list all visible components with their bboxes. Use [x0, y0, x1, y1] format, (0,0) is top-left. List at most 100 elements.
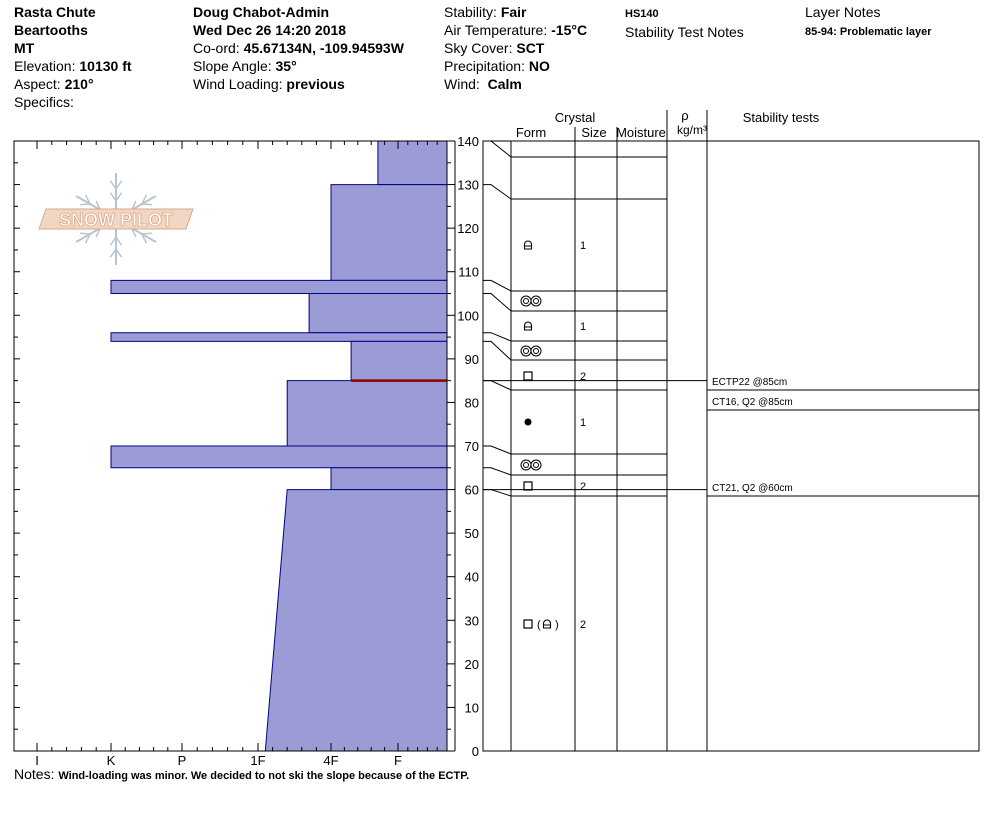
size-value: 1 [580, 417, 586, 429]
layer-connector [483, 293, 512, 312]
hardness-tick-label: 1F [250, 753, 265, 768]
hardness-bar [330, 184, 448, 281]
surface-hoar-icon [523, 462, 529, 468]
aspect-label: Aspect: [14, 76, 61, 92]
hardness-bar [110, 332, 448, 342]
slope-value: 35° [275, 58, 297, 74]
faceted-rounded-icon [542, 619, 552, 629]
stability-test-label: CT21, Q2 @60cm [712, 483, 793, 494]
snowflake-branch [85, 194, 91, 205]
surface-hoar-icon [530, 345, 542, 357]
size-value: 2 [580, 371, 586, 383]
state-name: MT [14, 40, 35, 56]
faceted-icon [523, 619, 533, 629]
faceted-icon [523, 481, 533, 491]
sky-value: SCT [516, 40, 545, 56]
size-value: 1 [580, 321, 586, 333]
moisture-header: Moisture [616, 125, 666, 140]
snowflake-branch [109, 192, 117, 202]
snowflake-branch [130, 200, 137, 211]
form-paren: ) [555, 619, 559, 631]
hardness-bar [377, 140, 448, 186]
stability-test-label: ECTP22 @85cm [712, 377, 787, 388]
faceted-rounded-icon [523, 321, 533, 331]
layer-connector [483, 340, 512, 361]
height-tick-label: 50 [465, 526, 479, 541]
snowflake-branch [141, 233, 147, 244]
specifics-label: Specifics: [14, 94, 74, 110]
layer-table-headers: Crystal Form Size Moisture ρ kg/m³ Stabi… [516, 108, 820, 140]
site-info: Rasta Chute Beartooths MT Elevation: 101… [14, 3, 132, 111]
notes-text: Wind-loading was minor. We decided to no… [58, 770, 470, 782]
height-tick-label: 140 [457, 134, 479, 149]
logo-band [38, 208, 194, 230]
coord-label: Co-ord: [193, 40, 240, 56]
precip-label: Precipitation: [444, 58, 525, 74]
slope-label: Slope Angle: [193, 58, 272, 74]
hardness-bar [110, 445, 448, 469]
hardness-bar [308, 293, 448, 334]
observer-name: Doug Chabot-Admin [193, 4, 330, 20]
height-tick-label: 20 [465, 657, 479, 672]
height-tick-label: 30 [465, 613, 479, 628]
test-notes-info: HS140 Stability Test Notes [625, 3, 744, 41]
height-tick-label: 60 [465, 483, 479, 498]
snowpilot-logo: SNOW PILOT [38, 173, 194, 265]
snowflake-branch [109, 180, 117, 190]
surface-hoar-icon [520, 295, 532, 307]
stability-test-label: CT16, Q2 @85cm [712, 397, 793, 408]
surface-hoar-icon [520, 345, 532, 357]
height-tick-label: 40 [465, 570, 479, 585]
snowflake-branch [79, 203, 91, 206]
snowflake-branch [141, 203, 153, 206]
hardness-tick-label: 4F [323, 753, 338, 768]
layer-connector [483, 140, 512, 158]
coord-value: 45.67134N, -109.94593W [243, 40, 404, 56]
snowflake-branch [115, 180, 123, 190]
layer-connector [483, 380, 512, 391]
hardness-bar [286, 380, 448, 447]
weather-info: Stability: Fair Air Temperature: -15°C S… [444, 3, 587, 93]
layer-connector [483, 489, 512, 497]
crystal-header: Crystal [555, 110, 596, 125]
density-header: ρ [681, 108, 688, 123]
sky-label: Sky Cover: [444, 40, 513, 56]
surface-hoar-icon [530, 459, 542, 471]
stability-tests-header: Stability tests [743, 110, 820, 125]
range-name: Beartooths [14, 22, 88, 38]
wind-value: Calm [487, 76, 522, 92]
stability-label: Stability: [444, 4, 497, 20]
snowflake-branch [95, 227, 102, 238]
height-tick-label: 10 [465, 700, 479, 715]
snowflake-branch [95, 200, 102, 211]
size-value: 2 [580, 481, 586, 493]
faceted-icon [523, 371, 533, 381]
stability-test-notes-title: Stability Test Notes [625, 24, 744, 40]
hardness-tick-label: F [394, 753, 402, 768]
precip-value: NO [528, 58, 550, 74]
observation-datetime: Wed Dec 26 14:20 2018 [193, 22, 347, 38]
surface-hoar-icon [533, 462, 539, 468]
density-unit: kg/m³ [677, 123, 707, 137]
layer-connector [483, 279, 512, 292]
wind-loading-value: previous [286, 76, 345, 92]
aspect-value: 210° [64, 76, 94, 92]
layer-notes-title: Layer Notes [805, 4, 881, 20]
observation-info: Doug Chabot-Admin Wed Dec 26 14:20 2018 … [193, 3, 404, 93]
hardness-bar [110, 279, 448, 294]
snowflake-branch [79, 232, 91, 235]
layer-notes-info: Layer Notes 85-94: Problematic layer [805, 3, 932, 41]
faceted-rounded-icon [523, 240, 533, 250]
ice-formation-icon [524, 418, 532, 426]
height-tick-label: 100 [457, 308, 479, 323]
height-tick-label: 70 [465, 439, 479, 454]
layer-table [482, 110, 980, 752]
notes: Notes: Wind-loading was minor. We decide… [14, 766, 469, 782]
hardness-bar [350, 340, 448, 382]
surface-hoar-icon [523, 348, 529, 354]
table-border [482, 140, 980, 752]
hardness-axis: I K P 1F 4F F [35, 141, 438, 768]
form-paren: ( [537, 619, 541, 631]
elevation-value: 10130 ft [79, 58, 132, 74]
